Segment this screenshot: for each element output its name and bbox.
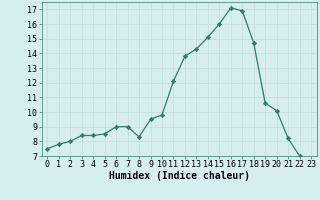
X-axis label: Humidex (Indice chaleur): Humidex (Indice chaleur) <box>109 171 250 181</box>
